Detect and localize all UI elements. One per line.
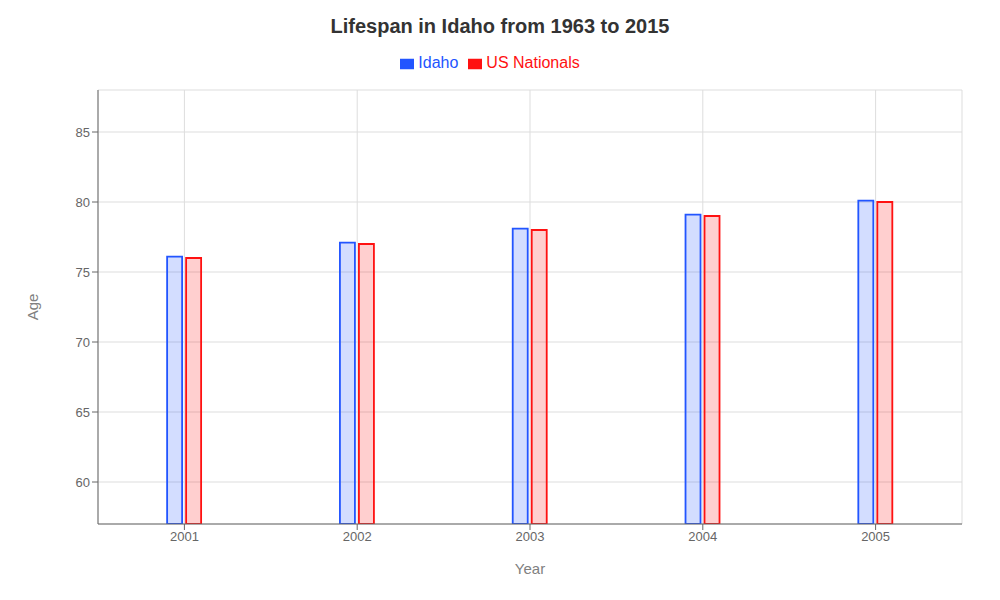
svg-text:2003: 2003 (516, 529, 545, 544)
svg-text:Age: Age (24, 294, 41, 321)
svg-text:65: 65 (76, 405, 90, 420)
svg-text:70: 70 (76, 335, 90, 350)
svg-text:85: 85 (76, 125, 90, 140)
svg-text:2005: 2005 (861, 529, 890, 544)
svg-text:80: 80 (76, 195, 90, 210)
svg-text:75: 75 (76, 265, 90, 280)
svg-text:60: 60 (76, 475, 90, 490)
html-text:Idaho: Idaho (418, 54, 459, 71)
html-text:Lifespan in Idaho from 1963 to: Lifespan in Idaho from 1963 to 2015 (330, 15, 670, 37)
html-text:US Nationals: US Nationals (486, 54, 580, 71)
svg-text:2002: 2002 (343, 529, 372, 544)
svg-text:Year: Year (515, 560, 545, 577)
svg-text:2004: 2004 (688, 529, 717, 544)
svg-text:2001: 2001 (170, 529, 199, 544)
